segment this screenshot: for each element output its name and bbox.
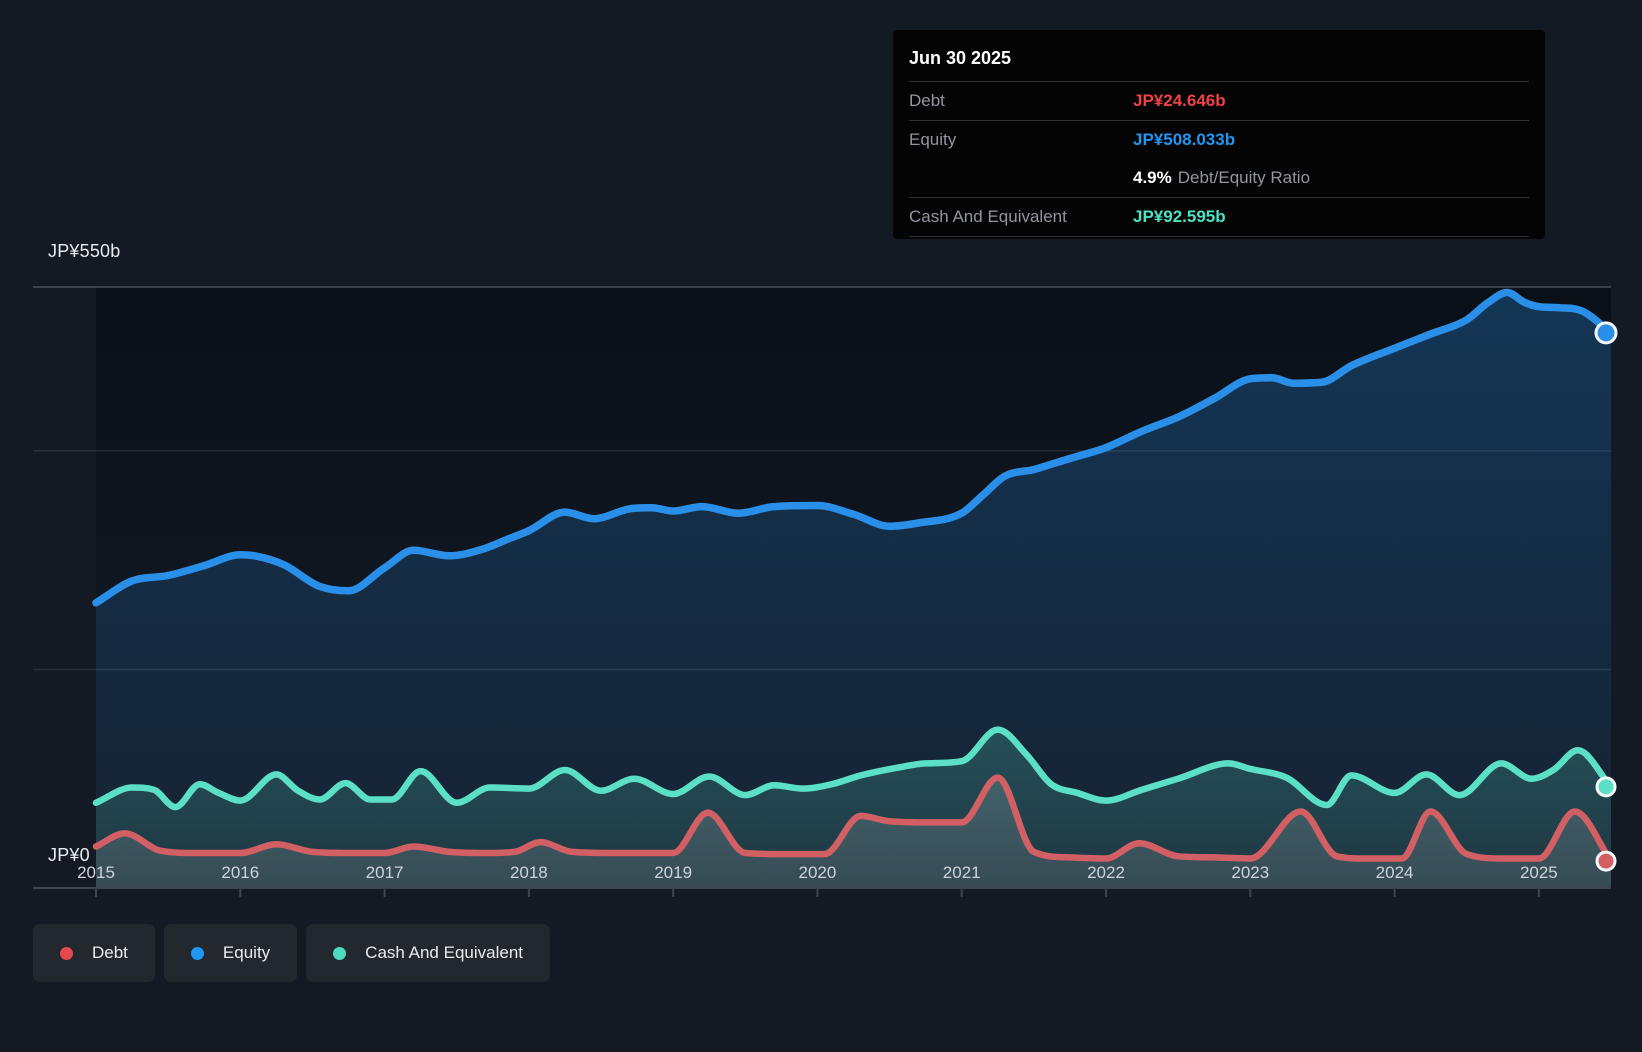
legend-label-equity: Equity (222, 943, 271, 962)
x-axis-label-2024: 2024 (1376, 863, 1414, 882)
y-axis-label-zero: JP¥0 (48, 845, 90, 865)
legend: Debt Equity Cash And Equivalent (33, 924, 551, 982)
tooltip-debt-label: Debt (909, 91, 945, 110)
x-axis-label-2017: 2017 (366, 863, 404, 882)
tooltip-row-cash: Cash And Equivalent JP¥92.595b (909, 198, 1529, 237)
tooltip-equity-value: JP¥508.033b (1133, 130, 1236, 149)
equity-endpoint-marker[interactable] (1594, 321, 1618, 345)
legend-label-cash: Cash And Equivalent (365, 943, 524, 962)
tooltip-cash-label: Cash And Equivalent (909, 207, 1067, 226)
chart-tooltip: Jun 30 2025 Debt JP¥24.646b Equity JP¥50… (893, 30, 1545, 239)
x-axis-label-2015: 2015 (77, 863, 115, 882)
tooltip-ratio-label: Debt/Equity Ratio (1177, 168, 1311, 187)
x-axis-label-2022: 2022 (1087, 863, 1125, 882)
x-axis-label-2021: 2021 (943, 863, 981, 882)
tooltip-row-ratio: 4.9% Debt/Equity Ratio (909, 159, 1529, 198)
legend-chip-debt[interactable]: Debt (33, 924, 155, 982)
cash-line (92, 726, 1615, 811)
debt-endpoint-marker[interactable] (1595, 850, 1617, 872)
tooltip-cash-value: JP¥92.595b (1133, 207, 1226, 226)
tooltip-ratio: 4.9% Debt/Equity Ratio (1133, 168, 1310, 188)
x-axis-label-2018: 2018 (510, 863, 548, 882)
tooltip-ratio-value: 4.9% (1133, 168, 1172, 187)
debt-legend-dot-icon (60, 946, 73, 960)
equity-line (92, 288, 1615, 607)
debt-line (92, 774, 1615, 865)
x-axis-label-2023: 2023 (1231, 863, 1269, 882)
x-axis-label-2025: 2025 (1520, 863, 1558, 882)
cash-legend-dot-icon (333, 946, 347, 960)
legend-chip-equity[interactable]: Equity (163, 924, 298, 982)
tooltip-debt-value: JP¥24.646b (1133, 91, 1226, 110)
cash-area (96, 729, 1611, 888)
x-axis-label-2016: 2016 (221, 863, 259, 882)
legend-label-debt: Debt (92, 943, 128, 962)
tooltip-row-debt: Debt JP¥24.646b (909, 82, 1529, 121)
tooltip-row-equity: Equity JP¥508.033b (909, 121, 1529, 159)
x-axis-label-2019: 2019 (654, 863, 692, 882)
x-axis-label-2020: 2020 (799, 863, 837, 882)
tooltip-equity-label: Equity (909, 130, 957, 149)
y-axis-label-max: JP¥550b (48, 241, 121, 261)
legend-chip-cash[interactable]: Cash And Equivalent (306, 924, 551, 982)
tooltip-date: Jun 30 2025 (909, 40, 1529, 82)
cash-endpoint-marker[interactable] (1595, 776, 1617, 798)
equity-area (96, 292, 1611, 888)
equity-legend-dot-icon (190, 946, 204, 960)
